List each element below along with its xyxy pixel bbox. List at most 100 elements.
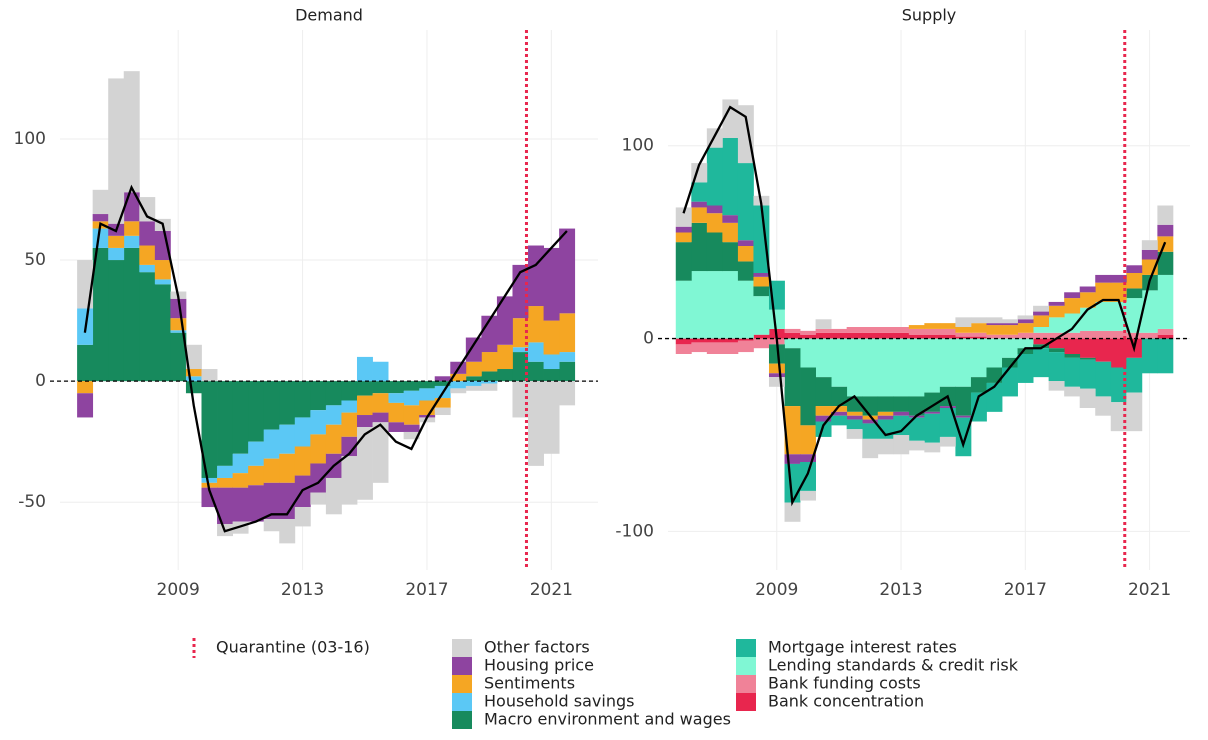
legend-key xyxy=(736,675,756,693)
bar-segment xyxy=(356,415,373,428)
bar-segment xyxy=(831,338,848,387)
legend-label: Housing price xyxy=(484,656,594,675)
bar-segment xyxy=(341,456,358,505)
bar-segment xyxy=(201,381,218,478)
bar-segment xyxy=(108,235,125,248)
bar-segment xyxy=(248,441,265,466)
y-tick-label: -50 xyxy=(18,492,46,512)
bar-segment xyxy=(722,342,739,354)
bar-segment xyxy=(123,71,140,193)
bar-segment xyxy=(1033,348,1050,378)
bar-segment xyxy=(248,381,265,442)
bar-segment xyxy=(1048,301,1065,306)
bar-segment xyxy=(768,363,785,374)
bar-segment xyxy=(543,381,560,454)
bar-segment xyxy=(737,240,754,246)
bar-segment xyxy=(675,207,692,227)
bar-segment xyxy=(675,338,692,345)
bar-segment xyxy=(528,306,544,343)
bar-segment xyxy=(154,284,171,382)
bar-segment xyxy=(1064,354,1081,358)
bar-segment xyxy=(263,482,280,520)
bar-segment xyxy=(691,201,708,208)
bar-segment xyxy=(1095,361,1112,397)
bar-segment xyxy=(481,381,498,384)
bar-segment xyxy=(862,327,879,333)
bar-segment xyxy=(753,286,770,297)
bar-segment xyxy=(815,421,832,437)
bar-segment xyxy=(815,332,832,339)
bar-segment xyxy=(481,352,498,372)
bar-segment xyxy=(691,222,708,272)
bar-segment xyxy=(831,406,848,412)
bar-segment xyxy=(419,381,436,389)
bar-segment xyxy=(986,325,1003,335)
total-line xyxy=(682,105,1167,507)
bar-segment xyxy=(970,332,987,337)
bar-segment xyxy=(737,246,754,262)
bar-segment xyxy=(1048,332,1065,339)
bar-segment xyxy=(512,381,529,418)
bar-segment xyxy=(1033,305,1050,312)
bar-segment xyxy=(108,247,125,261)
bar-segment xyxy=(908,417,925,441)
bar-segment xyxy=(559,228,576,314)
bar-segment xyxy=(356,395,373,416)
bar-segment xyxy=(1079,292,1096,308)
bar-segment xyxy=(1002,325,1018,335)
bar-segment xyxy=(815,415,832,422)
bar-segment xyxy=(170,298,187,319)
bar-segment xyxy=(1017,348,1034,354)
bar-segment xyxy=(1141,240,1158,250)
bar-segment xyxy=(675,226,692,233)
bar-segment xyxy=(675,280,692,339)
bar-segment xyxy=(248,465,265,486)
bar-segment xyxy=(722,222,739,243)
chart-title: Demand xyxy=(295,6,363,25)
bar-segment xyxy=(403,424,420,432)
bar-segment xyxy=(123,247,140,382)
bar-segment xyxy=(706,213,723,233)
bar-segment xyxy=(543,247,560,321)
bar-segment xyxy=(403,381,420,391)
bar-segment xyxy=(325,381,342,406)
bar-segment xyxy=(846,411,863,416)
bar-segment xyxy=(185,381,202,394)
legend-label: Household savings xyxy=(484,692,634,711)
y-tick-label: 100 xyxy=(14,129,46,149)
bar-segment xyxy=(434,376,451,382)
bar-segment xyxy=(675,242,692,281)
legend-key xyxy=(452,639,472,657)
bar-segment xyxy=(559,361,576,382)
bar-segment xyxy=(800,330,816,335)
bar-segment xyxy=(1110,282,1127,302)
bar-segment xyxy=(1126,288,1143,299)
bar-segment xyxy=(279,482,296,520)
bar-segment xyxy=(356,356,373,382)
bar-segment xyxy=(877,396,894,412)
bar-segment xyxy=(877,332,894,339)
bar-segment xyxy=(1048,317,1065,333)
bar-segment xyxy=(737,340,754,353)
bar-segment xyxy=(831,328,848,333)
bar-segment xyxy=(372,381,389,394)
bar-segment xyxy=(737,338,754,341)
bar-segment xyxy=(1017,315,1034,320)
bar-segment xyxy=(559,313,576,353)
bar-segment xyxy=(1079,286,1096,293)
bar-segment xyxy=(846,429,863,439)
x-tick-label: 2013 xyxy=(281,580,324,600)
bar-segment xyxy=(465,337,482,362)
bar-segment xyxy=(939,408,956,437)
bar-segment xyxy=(403,390,420,406)
bar-segment xyxy=(1110,367,1127,403)
bar-segment xyxy=(1048,305,1065,318)
bar-segment xyxy=(1033,338,1050,345)
bar-segment xyxy=(170,330,187,333)
bar-segment xyxy=(986,338,1003,368)
bar-segment xyxy=(77,344,94,382)
bar-segment xyxy=(784,328,801,333)
bar-segment xyxy=(753,338,770,349)
bar-segment xyxy=(893,411,910,416)
bar-segment xyxy=(737,261,754,281)
